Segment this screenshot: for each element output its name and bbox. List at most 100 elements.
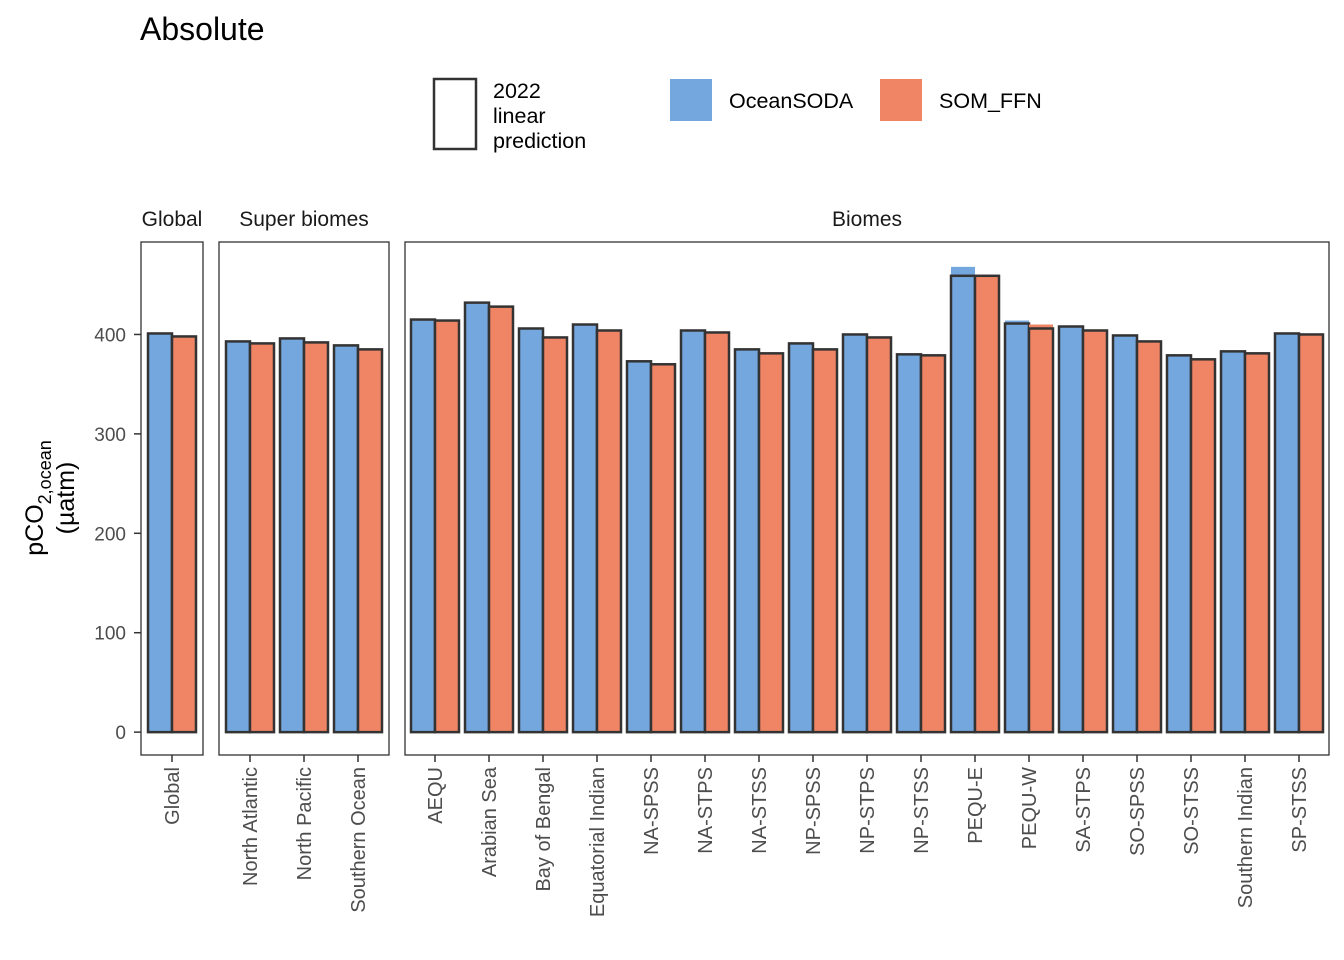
category-pequ-w: PEQU-W bbox=[1003, 320, 1055, 849]
bar-som-ffn bbox=[1083, 330, 1107, 733]
bar-oceansoda bbox=[735, 349, 759, 733]
category-na-spss: NA-SPSS bbox=[625, 360, 677, 855]
bar-som-ffn bbox=[489, 306, 513, 733]
prediction-outline-som-ffn bbox=[248, 342, 276, 734]
bar-oceansoda bbox=[465, 303, 489, 733]
panel-strip-label: Biomes bbox=[832, 208, 902, 231]
bar-oceansoda bbox=[1275, 333, 1299, 733]
x-tick-label: PEQU-W bbox=[1019, 767, 1041, 849]
bar-oceansoda bbox=[1221, 351, 1245, 733]
x-tick-label: NA-STPS bbox=[695, 767, 717, 854]
category-arabian-sea: Arabian Sea bbox=[463, 301, 515, 877]
category-pequ-e: PEQU-E bbox=[949, 266, 1001, 844]
legend-somffn-label: SOM_FFN bbox=[939, 89, 1042, 113]
prediction-outline-som-ffn bbox=[811, 348, 839, 734]
bar-som-ffn bbox=[250, 344, 274, 733]
prediction-outline-som-ffn bbox=[1297, 333, 1325, 734]
prediction-outline-som-ffn bbox=[1135, 340, 1163, 734]
panel-strip-label: Super biomes bbox=[239, 208, 369, 231]
legend-outline-label: 2022 linear prediction bbox=[493, 79, 586, 153]
x-tick-label: SO-STSS bbox=[1181, 767, 1203, 855]
bar-som-ffn bbox=[1245, 353, 1269, 733]
category-equatorial-indian: Equatorial Indian bbox=[571, 323, 623, 917]
bar-som-ffn bbox=[921, 355, 945, 733]
category-np-stss: NP-STSS bbox=[895, 353, 947, 854]
panel-global: Global Global bbox=[140, 208, 204, 825]
x-tick-label: SA-STPS bbox=[1073, 767, 1095, 853]
bar-oceansoda bbox=[1167, 355, 1191, 733]
panels: Global Global Super biomes North Atlantic No… bbox=[140, 208, 1330, 917]
x-tick-label: North Pacific bbox=[294, 767, 316, 880]
category-bay-of-bengal: Bay of Bengal bbox=[517, 327, 569, 892]
y-tick-label-0: 0 bbox=[115, 723, 126, 744]
legend-oceansoda-label: OceanSODA bbox=[729, 89, 854, 113]
bar-som-ffn bbox=[1029, 324, 1053, 733]
panel-biomes: Biomes AEQU Arabian Sea Bay of Bengal Equato… bbox=[404, 208, 1330, 917]
prediction-outline-som-ffn bbox=[1027, 327, 1055, 734]
x-tick-label: NP-STPS bbox=[857, 767, 879, 854]
bar-som-ffn bbox=[358, 350, 382, 733]
category-north-pacific: North Pacific bbox=[278, 337, 330, 880]
y-axis-title-sub: 2,ocean bbox=[35, 440, 55, 504]
bar-oceansoda bbox=[1113, 335, 1137, 733]
bar-som-ffn bbox=[975, 275, 999, 733]
bar-som-ffn bbox=[1299, 334, 1323, 733]
y-axis-title: pCO2,ocean bbox=[21, 440, 55, 555]
x-tick-label: AEQU bbox=[425, 767, 447, 824]
prediction-outline-som-ffn bbox=[595, 329, 623, 734]
legend-somffn-key bbox=[880, 79, 922, 121]
bar-oceansoda bbox=[1005, 320, 1029, 733]
prediction-outline-som-ffn bbox=[302, 341, 330, 734]
bar-oceansoda bbox=[519, 328, 543, 733]
y-tick-label-2: 200 bbox=[94, 524, 126, 545]
prediction-outline-som-ffn bbox=[1081, 329, 1109, 734]
bar-som-ffn bbox=[597, 330, 621, 733]
x-tick-label: Southern Ocean bbox=[348, 767, 370, 913]
x-tick-label: NA-STSS bbox=[749, 767, 771, 854]
prediction-outline-som-ffn bbox=[919, 354, 947, 734]
category-southern-indian: Southern Indian bbox=[1219, 350, 1271, 908]
x-tick-label: Equatorial Indian bbox=[587, 767, 609, 917]
prediction-outline-som-ffn bbox=[649, 363, 677, 734]
prediction-outline-som-ffn bbox=[703, 331, 731, 734]
prediction-outline-som-ffn bbox=[487, 305, 515, 734]
bar-som-ffn bbox=[759, 353, 783, 733]
x-tick-label: Bay of Bengal bbox=[533, 767, 555, 892]
prediction-outline-som-ffn bbox=[1189, 358, 1217, 734]
category-na-stps: NA-STPS bbox=[679, 329, 731, 854]
y-axis-title-main: pCO bbox=[21, 504, 49, 555]
x-tick-label: Southern Indian bbox=[1235, 767, 1257, 908]
category-np-spss: NP-SPSS bbox=[787, 342, 839, 855]
bar-oceansoda bbox=[843, 334, 867, 733]
prediction-outline-som-ffn bbox=[356, 348, 384, 734]
bar-som-ffn bbox=[1137, 341, 1161, 733]
category-southern-ocean: Southern Ocean bbox=[332, 344, 384, 913]
bar-oceansoda bbox=[334, 345, 358, 733]
legend: 2022 linear prediction OceanSODA SOM_FFN bbox=[432, 77, 1042, 153]
x-tick-label: SP-STSS bbox=[1289, 767, 1311, 853]
x-tick-label: NA-SPSS bbox=[641, 767, 663, 855]
bar-som-ffn bbox=[172, 337, 196, 733]
chart-title: Absolute bbox=[140, 11, 265, 47]
bar-oceansoda bbox=[627, 362, 651, 733]
bar-som-ffn bbox=[435, 320, 459, 733]
bar-som-ffn bbox=[705, 332, 729, 733]
bar-som-ffn bbox=[867, 337, 891, 733]
legend-outline-line-1: 2022 bbox=[493, 79, 541, 103]
bar-oceansoda bbox=[951, 266, 975, 733]
legend-oceansoda-key bbox=[670, 79, 712, 121]
y-ticks: 0 100 200 300 400 bbox=[94, 325, 141, 744]
bar-som-ffn bbox=[543, 338, 567, 733]
bar-som-ffn bbox=[304, 342, 328, 733]
x-tick-label: North Atlantic bbox=[240, 767, 262, 886]
panel-super-biomes: Super biomes North Atlantic North Pacific S… bbox=[218, 208, 390, 913]
bar-som-ffn bbox=[813, 349, 837, 733]
bar-oceansoda bbox=[411, 320, 435, 733]
x-tick-label: Global bbox=[162, 767, 184, 825]
y-axis-unit: (µatm) bbox=[52, 462, 80, 535]
prediction-outline-som-ffn bbox=[757, 352, 785, 734]
category-np-stps: NP-STPS bbox=[841, 333, 893, 854]
bar-oceansoda bbox=[789, 343, 813, 733]
category-so-stss: SO-STSS bbox=[1165, 354, 1217, 855]
